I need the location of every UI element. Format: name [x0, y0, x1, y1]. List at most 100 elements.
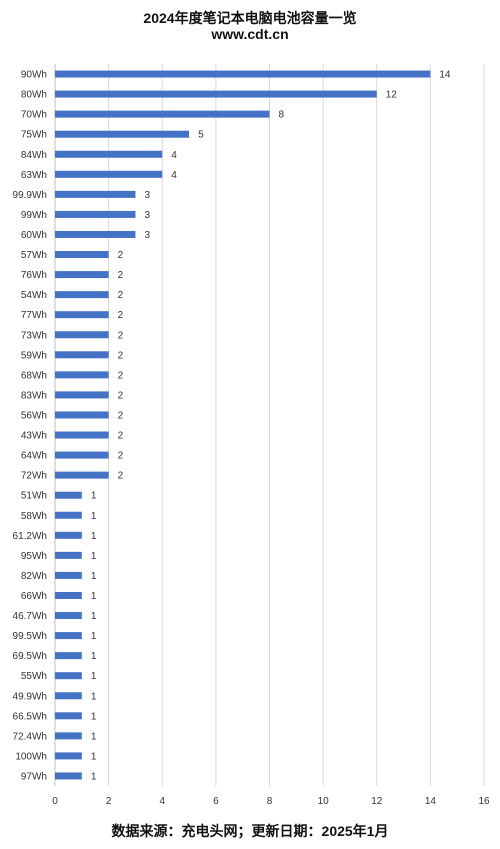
x-tick-label: 16 [478, 796, 490, 807]
data-label: 14 [439, 70, 451, 81]
data-label: 2 [118, 431, 124, 442]
category-label: 60Wh [21, 230, 47, 241]
bar [55, 451, 109, 459]
x-tick-label: 12 [371, 796, 383, 807]
data-label: 1 [91, 771, 97, 782]
bar [55, 652, 82, 660]
bar [55, 471, 109, 479]
data-label: 1 [91, 631, 97, 642]
data-label: 1 [91, 751, 97, 762]
bar [55, 391, 109, 399]
bar [55, 511, 82, 519]
bar [55, 331, 109, 339]
category-label: 84Wh [21, 150, 47, 161]
bar [55, 230, 136, 238]
category-label: 51Wh [21, 491, 47, 502]
category-label: 64Wh [21, 451, 47, 462]
category-label: 75Wh [21, 130, 47, 141]
bar [55, 110, 270, 118]
data-label: 1 [91, 731, 97, 742]
data-label: 2 [118, 250, 124, 261]
category-label: 43Wh [21, 431, 47, 442]
bar [55, 591, 82, 599]
data-label: 1 [91, 511, 97, 522]
category-label: 54Wh [21, 290, 47, 301]
x-tick-label: 6 [213, 796, 219, 807]
bar [55, 271, 109, 279]
data-label: 1 [91, 531, 97, 542]
category-label: 49.9Wh [13, 691, 47, 702]
chart-subtitle: www.cdt.cn [211, 26, 289, 42]
data-label: 2 [118, 410, 124, 421]
bar [55, 291, 109, 299]
x-tick-label: 10 [318, 796, 330, 807]
data-label: 12 [386, 90, 398, 101]
data-label: 2 [118, 390, 124, 401]
data-label: 4 [171, 150, 177, 161]
category-label: 55Wh [21, 671, 47, 682]
category-label: 77Wh [21, 310, 47, 321]
bar [55, 632, 82, 640]
category-label: 97Wh [21, 771, 47, 782]
bar [55, 210, 136, 218]
category-label: 72.4Wh [13, 731, 47, 742]
category-label: 69.5Wh [13, 651, 47, 662]
data-label: 1 [91, 611, 97, 622]
data-label: 2 [118, 270, 124, 281]
data-label: 1 [91, 711, 97, 722]
data-label: 2 [118, 471, 124, 482]
category-label: 90Wh [21, 70, 47, 81]
x-tick-label: 8 [267, 796, 273, 807]
category-label: 99.9Wh [13, 190, 47, 201]
bar [55, 732, 82, 740]
bar [55, 692, 82, 700]
category-label: 80Wh [21, 90, 47, 101]
category-label: 95Wh [21, 551, 47, 562]
bar [55, 371, 109, 379]
data-label: 8 [279, 110, 285, 121]
data-label: 1 [91, 691, 97, 702]
category-label: 99.5Wh [13, 631, 47, 642]
category-label: 57Wh [21, 250, 47, 261]
data-label: 2 [118, 451, 124, 462]
data-label: 1 [91, 591, 97, 602]
data-label: 3 [144, 210, 150, 221]
chart-footer: 数据来源：充电头网；更新日期：2025年1月 [111, 823, 389, 839]
data-label: 3 [144, 230, 150, 241]
data-label: 5 [198, 130, 204, 141]
bar [55, 571, 82, 579]
bar [55, 70, 431, 78]
category-label: 66.5Wh [13, 711, 47, 722]
category-label: 72Wh [21, 471, 47, 482]
category-label: 59Wh [21, 350, 47, 361]
bar [55, 712, 82, 720]
x-tick-label: 4 [159, 796, 165, 807]
category-label: 73Wh [21, 330, 47, 341]
x-tick-label: 14 [425, 796, 437, 807]
data-label: 2 [118, 330, 124, 341]
bar [55, 90, 377, 98]
category-label: 63Wh [21, 170, 47, 181]
category-label: 76Wh [21, 270, 47, 281]
data-label: 1 [91, 491, 97, 502]
bar [55, 351, 109, 359]
bar [55, 311, 109, 319]
category-label: 99Wh [21, 210, 47, 221]
bar [55, 551, 82, 559]
data-label: 4 [171, 170, 177, 181]
data-label: 1 [91, 651, 97, 662]
category-label: 56Wh [21, 410, 47, 421]
bar [55, 251, 109, 259]
data-label: 1 [91, 551, 97, 562]
bar [55, 531, 82, 539]
category-label: 61.2Wh [13, 531, 47, 542]
category-label: 58Wh [21, 511, 47, 522]
bar [55, 150, 163, 158]
category-label: 66Wh [21, 591, 47, 602]
category-label: 46.7Wh [13, 611, 47, 622]
x-tick-label: 2 [106, 796, 112, 807]
bar [55, 431, 109, 439]
x-tick-label: 0 [52, 796, 58, 807]
